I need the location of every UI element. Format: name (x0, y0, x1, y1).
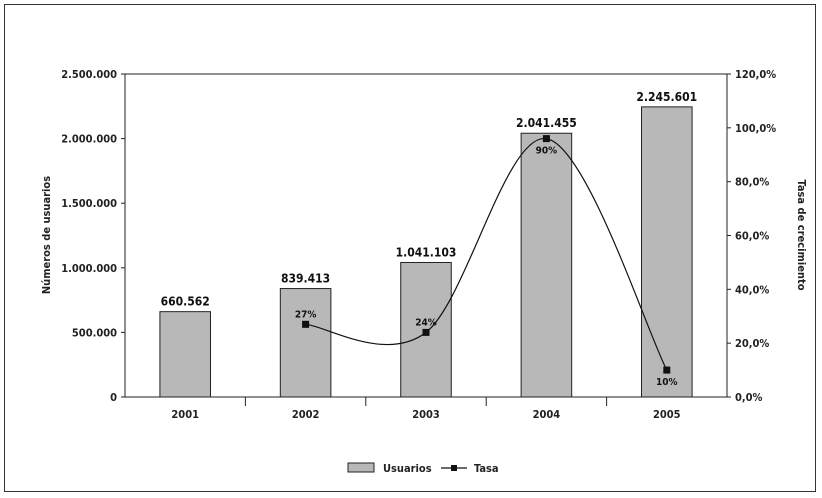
x-tick-label: 2002 (292, 408, 320, 421)
x-tick-label: 2001 (171, 408, 199, 421)
bar-usuarios-2005 (641, 106, 693, 398)
bar-value-label: 839.413 (281, 272, 330, 286)
point-tasa-2003 (422, 328, 430, 336)
bar-value-label: 2.041.455 (516, 116, 577, 130)
rate-value-label: 24% (415, 317, 437, 328)
legend-swatch-usuarios (347, 462, 375, 473)
y2-tick-label: 100,0% (735, 122, 776, 135)
point-tasa-2004 (542, 135, 550, 143)
y-axis-title: Números de usuarios (40, 176, 53, 294)
bar-usuarios-2001 (159, 311, 211, 398)
legend-marker-tasa (451, 465, 457, 471)
x-tick-label: 2004 (533, 408, 561, 421)
line-tasa (305, 137, 668, 371)
y2-axis-title: Tasa de crecimiento (795, 180, 808, 291)
x-tick-label: 2005 (653, 408, 681, 421)
legend-label-usuarios: Usuarios (383, 462, 432, 475)
bar-value-label: 660.562 (161, 295, 210, 309)
y-tick-label: 0 (110, 391, 117, 404)
x-tick-label: 2003 (412, 408, 440, 421)
bar-usuarios-2002 (279, 288, 332, 398)
y-tick-label: 1.000.000 (61, 262, 117, 275)
y2-tick-label: 80,0% (735, 176, 769, 189)
point-tasa-2005 (663, 366, 671, 374)
plot-area: 0 500.000 1.000.000 1.500.000 2.000.000 2.500… (61, 68, 776, 421)
y-tick-label: 1.500.000 (61, 197, 117, 210)
legend-label-tasa: Tasa (474, 462, 499, 475)
y2-tick-label: 120,0% (735, 68, 776, 81)
bar-value-label: 1.041.103 (396, 245, 457, 259)
rate-value-label: 27% (295, 309, 317, 320)
y-tick-label: 500.000 (72, 326, 117, 339)
y2-tick-label: 20,0% (735, 337, 769, 350)
y2-tick-label: 40,0% (735, 283, 769, 296)
y2-tick-label: 0,0% (735, 391, 763, 404)
y-tick-label: 2.000.000 (61, 133, 117, 146)
bar-usuarios-2004 (520, 132, 573, 398)
y-tick-label: 2.500.000 (61, 68, 117, 81)
rate-value-label: 10% (656, 377, 678, 388)
rate-value-label: 90% (536, 146, 558, 157)
legend: Usuarios Tasa (347, 462, 499, 475)
point-tasa-2002 (302, 320, 310, 328)
y2-tick-label: 60,0% (735, 230, 769, 243)
bar-value-label: 2.245.601 (636, 90, 697, 104)
